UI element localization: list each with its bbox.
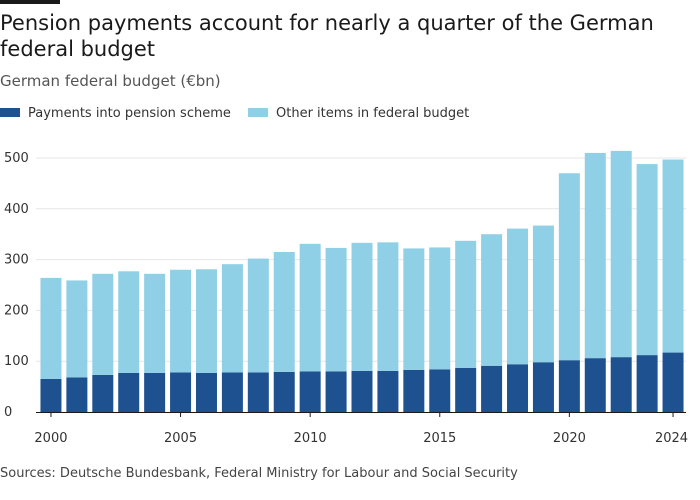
bar-pension-2023 [636, 355, 658, 412]
bar-other-2013 [377, 242, 399, 371]
legend-swatch-pension [0, 108, 20, 117]
bar-pension-2015 [429, 369, 451, 412]
bar-other-2023 [636, 164, 658, 356]
bar-pension-2000 [40, 378, 62, 412]
x-tick-label-2000: 2000 [34, 431, 67, 446]
y-tick-label-100: 100 [4, 354, 29, 369]
bar-other-2014 [403, 248, 425, 370]
bar-other-2001 [66, 280, 88, 378]
bar-pension-2008 [247, 372, 269, 412]
bar-pension-2004 [144, 372, 166, 412]
bar-other-2022 [610, 150, 632, 358]
legend-swatch-other [248, 108, 268, 117]
bar-pension-2009 [273, 371, 295, 412]
y-tick-label-400: 400 [4, 202, 29, 217]
bar-chart: 0 100 200 300 400 500 2000 2005 2010 2015 2020 2024 [4, 150, 688, 446]
y-tick-label-0: 0 [4, 405, 12, 420]
bar-pension-2010 [299, 371, 321, 412]
bar-pension-2003 [118, 372, 140, 412]
bar-other-2009 [273, 251, 295, 372]
bar-other-2011 [325, 247, 347, 372]
bar-pension-2017 [481, 365, 503, 412]
chart-title: Pension payments account for nearly a qu… [0, 11, 654, 61]
bar-pension-2001 [66, 377, 88, 412]
bar-pension-2014 [403, 369, 425, 412]
legend-label-other: Other items in federal budget [276, 106, 470, 121]
x-tick-label-2020: 2020 [553, 431, 586, 446]
x-tick-label-2005: 2005 [164, 431, 197, 446]
x-tick-label-2024: 2024 [655, 431, 688, 446]
source-note: Sources: Deutsche Bundesbank, Federal Mi… [0, 466, 518, 481]
bar-pension-2019 [532, 362, 554, 412]
bar-other-2008 [247, 258, 269, 373]
bar-other-2003 [118, 271, 140, 373]
x-tick-label-2015: 2015 [423, 431, 456, 446]
y-tick-label-500: 500 [4, 151, 29, 166]
bar-other-2004 [144, 273, 166, 373]
legend-item-pension: Payments into pension scheme [0, 106, 231, 121]
bar-other-2012 [351, 242, 373, 371]
bar-other-2018 [507, 228, 529, 365]
legend-label-pension: Payments into pension scheme [28, 106, 231, 121]
bar-other-2006 [195, 269, 217, 373]
legend-item-other: Other items in federal budget [248, 106, 469, 121]
bar-pension-2006 [195, 372, 217, 412]
bar-other-2024 [662, 159, 684, 353]
y-tick-label-200: 200 [4, 303, 29, 318]
bar-other-2015 [429, 247, 451, 370]
bar-pension-2012 [351, 370, 373, 412]
bar-pension-2002 [92, 374, 114, 412]
bar-other-2007 [221, 264, 243, 373]
bar-other-2010 [299, 243, 321, 372]
top-rule [0, 0, 60, 4]
bar-other-2005 [170, 269, 192, 373]
bar-pension-2016 [455, 367, 477, 412]
bar-pension-2011 [325, 371, 347, 412]
bar-other-2017 [481, 234, 503, 366]
bar-other-2002 [92, 273, 114, 375]
bar-other-2019 [532, 225, 554, 363]
bar-pension-2020 [558, 360, 580, 412]
x-tick-label-2010: 2010 [294, 431, 327, 446]
bar-other-2000 [40, 277, 62, 379]
y-tick-label-300: 300 [4, 253, 29, 268]
bar-pension-2007 [221, 372, 243, 412]
chart-subtitle: German federal budget (€bn) [0, 72, 221, 90]
bar-pension-2013 [377, 370, 399, 412]
bar-pension-2005 [170, 372, 192, 412]
bar-other-2016 [455, 240, 477, 368]
bar-pension-2021 [584, 358, 606, 412]
bar-other-2021 [584, 152, 606, 359]
bar-pension-2022 [610, 357, 632, 412]
bar-other-2020 [558, 173, 580, 361]
bar-pension-2024 [662, 352, 684, 412]
bar-pension-2018 [507, 364, 529, 412]
